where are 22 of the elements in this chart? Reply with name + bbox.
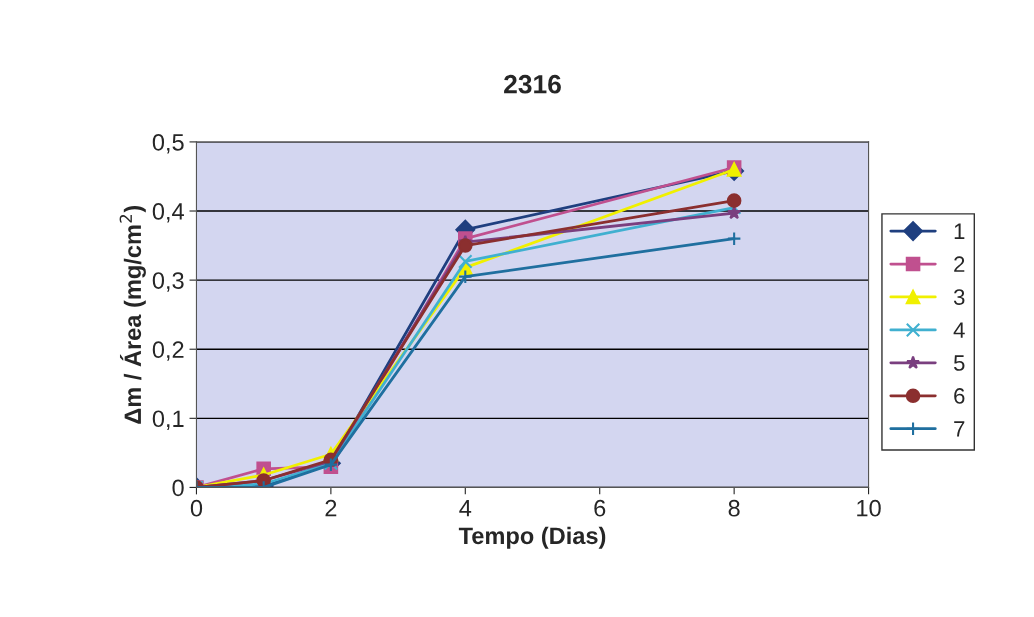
legend-label: 7 — [954, 421, 965, 437]
x-tick-label: 4 — [459, 500, 472, 517]
y-tick-label: 0,5 — [152, 133, 184, 154]
x-axis-title: Tempo (Dias) — [458, 526, 606, 549]
y-tick-label: 0,3 — [152, 272, 184, 292]
y-axis-title: Δm / Área (mg/cm$^{2}$) — [119, 205, 146, 424]
chart-title: 2316 — [504, 74, 561, 94]
x-tick-label: 8 — [728, 499, 740, 517]
legend-label: 4 — [953, 322, 965, 338]
y-tick-label: 0,1 — [152, 410, 184, 430]
y-tick-label: 0 — [172, 479, 184, 497]
legend-label: 3 — [953, 289, 965, 305]
y-tick-label: 0,2 — [152, 341, 184, 361]
x-tick-label: 10 — [857, 499, 881, 517]
legend-label: 1 — [954, 223, 965, 239]
legend-label: 6 — [954, 388, 965, 404]
x-tick-label: 6 — [594, 499, 606, 517]
y-tick-label: 0,4 — [152, 203, 184, 223]
x-tick-label: 0 — [190, 499, 203, 517]
x-tick-label: 2 — [325, 499, 337, 517]
legend-label: 5 — [953, 355, 965, 371]
legend-label: 2 — [954, 256, 965, 272]
